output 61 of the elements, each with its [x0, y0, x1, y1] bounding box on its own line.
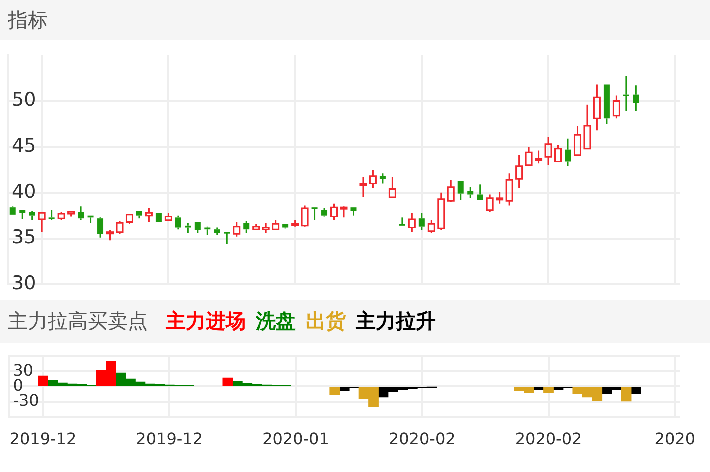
candlestick: [350, 208, 357, 217]
candlestick: [20, 210, 26, 220]
x-tick-label: 2019-12: [136, 430, 204, 449]
text: 主力拉升: [356, 308, 436, 335]
candlestick: [633, 84, 640, 112]
candlestick: [380, 172, 386, 184]
candlestick: [516, 154, 524, 190]
candlestick: [574, 125, 582, 156]
bar: [631, 387, 642, 395]
bar: [222, 378, 234, 386]
candlestick: [468, 186, 474, 200]
bar: [330, 387, 340, 396]
x-tick-label: 2020-02: [388, 430, 456, 449]
y-tick-label: 50: [12, 89, 36, 112]
candlestick: [145, 208, 153, 224]
bar: [38, 376, 48, 386]
candlestick: [185, 222, 192, 234]
y-tick-label: 35: [12, 226, 36, 249]
candlestick: [244, 220, 250, 234]
candlestick: [322, 208, 328, 218]
bar: [544, 387, 554, 394]
x-tick-label: 2019-12: [10, 430, 77, 449]
y-tick-label: 45: [12, 135, 36, 158]
candlestick: [38, 211, 46, 234]
text: 主力进场: [166, 308, 246, 335]
candlestick: [399, 216, 406, 226]
candlestick: [604, 84, 610, 125]
candlestick: [78, 206, 84, 222]
candlestick: [544, 136, 552, 166]
candlestick: [369, 169, 377, 190]
candlestick: [388, 176, 396, 198]
text: 洗盘: [256, 308, 296, 335]
candlestick: [593, 84, 601, 132]
candlestick: [48, 210, 55, 222]
candlestick: [106, 230, 114, 242]
candlestick: [29, 210, 36, 222]
candlestick: [418, 212, 425, 232]
candlestick: [312, 208, 318, 222]
candlestick: [477, 184, 484, 200]
candlestick: [98, 216, 104, 239]
candlestick: [496, 191, 504, 205]
candlestick: [584, 104, 592, 150]
x-tick-label: 2020-02: [515, 430, 582, 449]
candlestick: [623, 76, 630, 112]
text: 出货: [306, 308, 346, 335]
y-tick-label: 30: [12, 272, 36, 295]
candlestick: [506, 172, 514, 207]
y-tick-label: 40: [12, 180, 36, 203]
chart-title: 指标: [8, 6, 48, 34]
candlestick: [408, 212, 416, 234]
x-tick-label: 2020: [654, 430, 696, 449]
bar: [621, 387, 632, 402]
candlestick: [360, 176, 368, 198]
candlestick: [340, 206, 348, 218]
candlestick: [525, 146, 533, 166]
candlestick: [458, 181, 464, 202]
chart-title: 主力拉高买卖点: [8, 308, 148, 335]
candlestick: [194, 222, 201, 234]
candlestick: [10, 206, 16, 215]
x-tick-label: 2020-01: [262, 430, 330, 449]
candlestick: [535, 150, 543, 164]
